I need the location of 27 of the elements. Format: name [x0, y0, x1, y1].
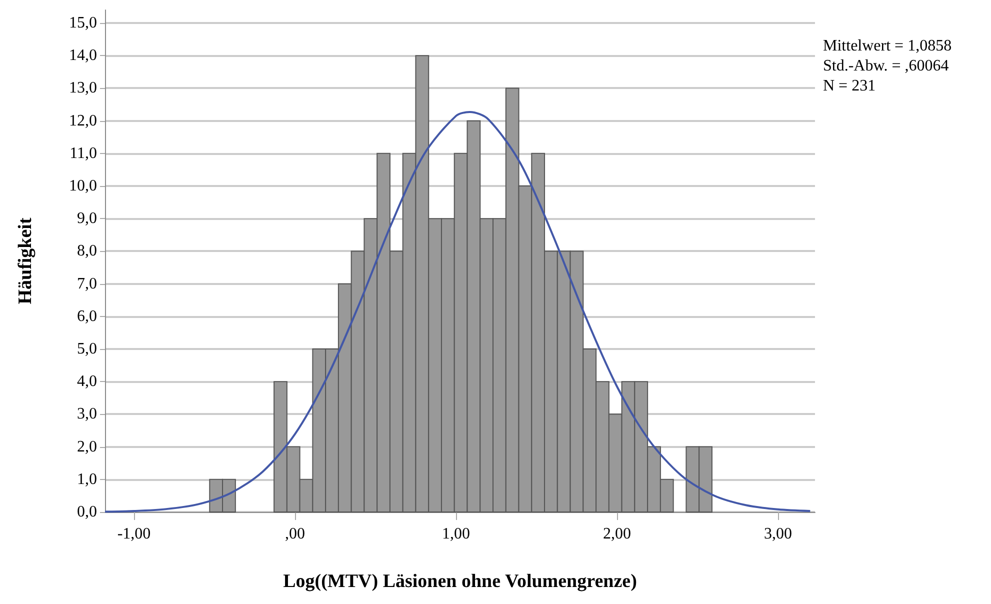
y-tick-label: 9,0 — [77, 210, 97, 228]
x-tick-label: -1,00 — [117, 526, 151, 542]
y-tick-label: 14,0 — [69, 47, 97, 64]
x-tick-label: 2,00 — [602, 526, 631, 542]
line-series — [104, 111, 812, 513]
y-tick-label: 15,0 — [69, 14, 97, 32]
y-tick-label: 5,0 — [77, 340, 97, 358]
x-axis-title: Log((MTV) Läsionen ohne Volumengrenze) — [283, 571, 637, 592]
y-tick-label: 10,0 — [69, 178, 97, 195]
y-tick-label: 7,0 — [77, 275, 97, 292]
x-tick-label: ,00 — [284, 526, 305, 542]
y-tick-label: 6,0 — [77, 308, 97, 325]
y-tick-label: 12,0 — [69, 112, 97, 130]
x-tick-label: 3,00 — [764, 526, 792, 542]
y-tick-label: 8,0 — [77, 242, 97, 260]
text: Mittelwert = 1,0858 — [823, 38, 952, 54]
y-axis-title: Häufigkeit — [15, 217, 36, 304]
y-tick-label: 2,0 — [77, 438, 97, 456]
text: N = 231 — [823, 78, 876, 94]
y-tick-label: 4,0 — [77, 373, 97, 390]
y-tick-label: 0,0 — [77, 504, 97, 520]
y-tick-label: 3,0 — [77, 406, 97, 423]
y-tick-label: 13,0 — [69, 80, 97, 97]
y-tick-label: 1,0 — [77, 470, 97, 488]
x-tick-label: 1,00 — [442, 526, 470, 542]
text: Std.-Abw. = ,60064 — [823, 58, 949, 74]
y-tick-label: 11,0 — [70, 144, 97, 162]
